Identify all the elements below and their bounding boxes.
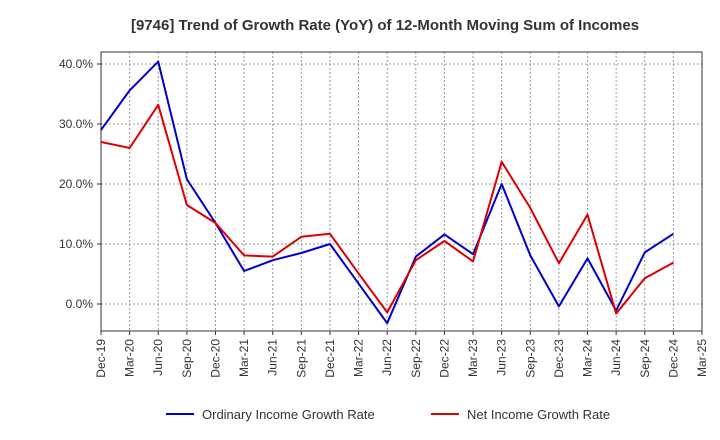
x-tick-label: Dec-21 — [323, 339, 337, 378]
x-tick-label: Dec-20 — [208, 339, 222, 378]
x-tick-label: Sep-21 — [294, 339, 308, 378]
legend-label: Net Income Growth Rate — [467, 407, 610, 422]
gridlines — [100, 52, 703, 331]
y-tick-label: 30.0% — [59, 117, 93, 131]
series-group — [100, 60, 674, 325]
y-tick-label: 0.0% — [66, 297, 94, 311]
y-tick-label: 10.0% — [59, 237, 93, 251]
x-tick-label: Mar-23 — [466, 339, 480, 377]
x-tick-label: Dec-19 — [94, 339, 108, 378]
x-tick-label: Sep-23 — [523, 339, 537, 378]
x-tick-label: Dec-23 — [552, 339, 566, 378]
x-axis: Dec-19 Mar-20 Jun-20 Sep-20 Dec-20 Mar-21 Jun-… — [94, 331, 709, 378]
x-tick-label: Mar-20 — [123, 339, 137, 377]
x-tick-label: Jun-21 — [266, 339, 280, 376]
x-tick-label: Dec-24 — [666, 339, 680, 378]
x-tick-label: Sep-22 — [409, 339, 423, 378]
x-tick-label: Dec-22 — [437, 339, 451, 378]
x-tick-label: Sep-24 — [638, 339, 652, 378]
y-tick-label: 20.0% — [59, 177, 93, 191]
series-line-1 — [100, 60, 674, 325]
x-tick-label: Mar-24 — [581, 339, 595, 377]
legend: Ordinary Income Growth Rate Net Income Gr… — [166, 407, 610, 422]
x-tick-label: Mar-22 — [352, 339, 366, 377]
plot-area — [100, 51, 703, 332]
series-line-2 — [100, 103, 674, 315]
legend-label: Ordinary Income Growth Rate — [202, 407, 375, 422]
x-tick-label: Jun-24 — [609, 339, 623, 376]
chart-title: [9746] Trend of Growth Rate (YoY) of 12-… — [131, 17, 639, 34]
x-tick-label: Jun-22 — [380, 339, 394, 376]
y-tick-label: 40.0% — [59, 57, 93, 71]
x-tick-label: Jun-23 — [495, 339, 509, 376]
x-tick-label: Mar-21 — [237, 339, 251, 377]
x-tick-label: Sep-20 — [180, 339, 194, 378]
x-tick-label: Jun-20 — [151, 339, 165, 376]
y-axis: 40.0% 30.0% 20.0% 10.0% 0.0% — [59, 57, 101, 311]
x-tick-label: Mar-25 — [695, 339, 709, 377]
